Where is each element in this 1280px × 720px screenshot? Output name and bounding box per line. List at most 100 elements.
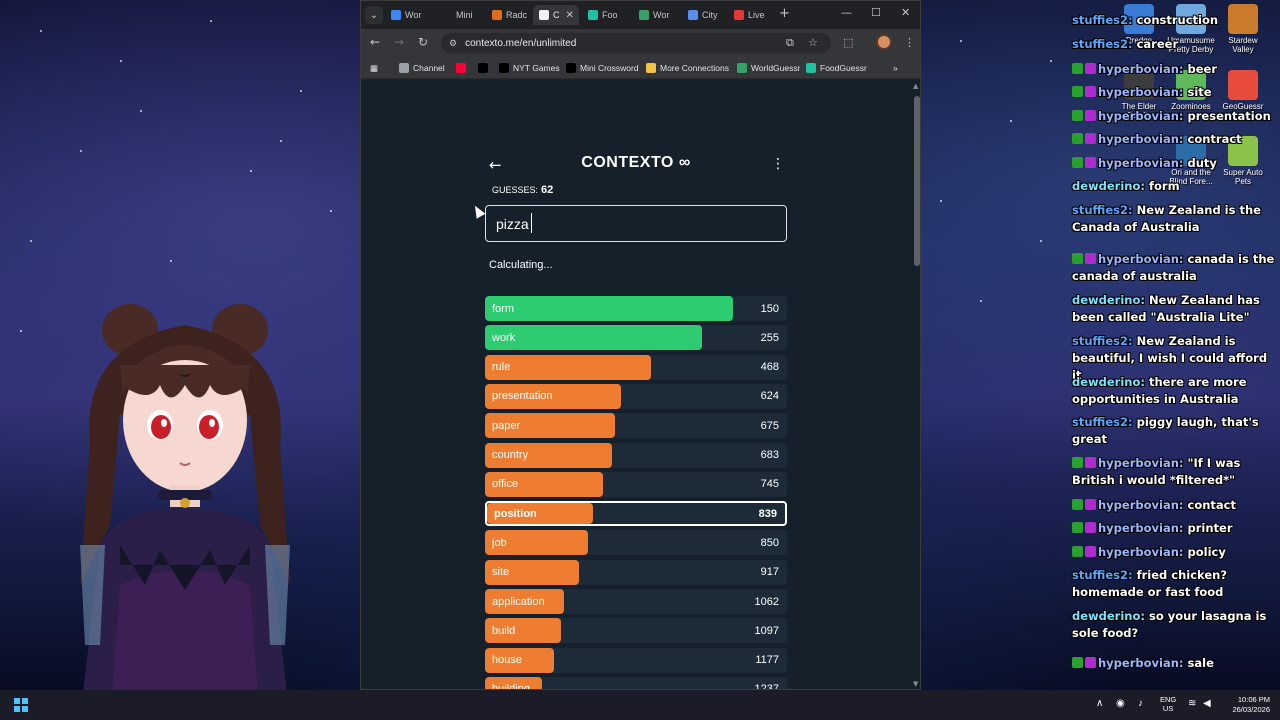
star (40, 30, 42, 32)
browser-tab[interactable]: Live (728, 5, 774, 25)
guess-word: country (492, 449, 529, 461)
profile-avatar[interactable] (876, 34, 892, 50)
guess-word: position (494, 507, 537, 520)
chat-username: dewderino: (1072, 293, 1149, 307)
guess-row: application 1062 (485, 589, 787, 614)
bookmark-item[interactable]: Channel (399, 61, 445, 75)
scroll-thumb[interactable] (914, 96, 920, 266)
more-bookmarks-icon[interactable]: » (893, 63, 898, 73)
chat-text: contract (1187, 132, 1242, 146)
tab-favicon-icon (539, 10, 549, 20)
similarity-bar (485, 442, 612, 468)
chat-message: stuffies2: New Zealand is beautiful, I w… (1072, 333, 1276, 384)
browser-tab[interactable]: Mini (436, 5, 483, 25)
mod-badge-icon (1072, 457, 1083, 468)
page-scrollbar[interactable]: ▲ ▼ (912, 80, 920, 689)
desktop-shortcut[interactable]: Zoominoes (1166, 70, 1216, 111)
chat-text: construction (1136, 13, 1219, 27)
tab-search-icon[interactable]: ⌄ (365, 6, 383, 24)
browser-tab[interactable]: Wor (633, 5, 679, 25)
scroll-down-icon[interactable]: ▼ (913, 680, 919, 688)
guess-word: presentation (492, 390, 553, 403)
bookmark-item[interactable]: WorldGuessr (737, 61, 800, 75)
chat-text: canada is the canada of australia (1072, 252, 1275, 283)
similarity-bar (485, 354, 651, 380)
guess-row: office 745 (485, 471, 787, 497)
desktop-shortcut[interactable]: Stardew Valley (1218, 4, 1268, 54)
browser-menu-icon[interactable]: ⋮ (904, 36, 915, 49)
browser-tab[interactable]: C ✕ (533, 5, 579, 25)
shortcut-label: The Elder Scrolls (1121, 102, 1157, 120)
browser-tab[interactable]: Wor (385, 5, 433, 25)
bookmark-star-icon[interactable]: ☆ (808, 36, 818, 49)
scroll-up-icon[interactable]: ▲ (913, 82, 919, 90)
browser-tab[interactable]: City (682, 5, 725, 25)
star (940, 200, 942, 202)
tray-app-icon[interactable]: ◉ (1116, 698, 1125, 709)
windows-start-icon[interactable] (14, 698, 28, 712)
forward-icon[interactable]: → (394, 35, 405, 49)
desktop-shortcut[interactable]: Ori and the Blind Fore... (1166, 136, 1216, 186)
tab-label: Foo (602, 10, 618, 20)
shortcut-label: Ori and the Blind Fore... (1169, 168, 1213, 186)
site-info-icon[interactable]: ⚙ (449, 37, 458, 48)
chat-username: stuffies2: (1072, 334, 1137, 348)
back-icon[interactable]: ← (370, 35, 381, 49)
wifi-icon[interactable]: ≋ (1188, 698, 1197, 709)
game-menu-icon[interactable]: ⋮ (771, 156, 785, 172)
desktop-shortcut[interactable]: GeoGuessr (1218, 70, 1268, 111)
input-language[interactable]: ENG US (1160, 695, 1176, 713)
minimize-icon[interactable]: — (841, 6, 852, 19)
guess-row: work 255 (485, 325, 787, 351)
microphone-icon[interactable]: ♪ (1138, 698, 1143, 709)
maximize-icon[interactable]: ☐ (871, 6, 881, 19)
tab-label: C (553, 10, 560, 20)
bookmark-item[interactable]: FoodGuessr (806, 61, 867, 75)
close-window-icon[interactable]: ✕ (901, 6, 911, 19)
bookmark-item[interactable]: Mini Crossword (566, 61, 639, 75)
back-arrow-icon[interactable]: ← (489, 156, 502, 174)
guess-input[interactable] (485, 205, 787, 242)
chat-username: hyperbovian: (1098, 85, 1188, 99)
bookmark-item[interactable]: More Connections (646, 61, 729, 75)
apps-grid-icon[interactable]: ▦ (370, 62, 379, 73)
tab-strip: ⌄ Wor Mini Radc C ✕ Foo Wor City Live + — ☐ ✕ (361, 1, 920, 29)
desktop-shortcut[interactable]: Dredge (1114, 4, 1164, 45)
bookmark-item[interactable]: NYT Games (499, 61, 560, 75)
address-bar[interactable]: ⚙ contexto.me/en/unlimited (441, 33, 831, 53)
bookmark-item[interactable] (478, 61, 488, 75)
desktop-shortcut[interactable]: Umamusume Pretty Derby (1166, 4, 1216, 54)
chat-message: stuffies2: fried chicken? homemade or fa… (1072, 567, 1276, 601)
browser-tab[interactable]: Foo (582, 5, 630, 25)
cast-icon[interactable]: ⧉ (786, 36, 794, 49)
desktop-shortcut[interactable]: Super Auto Pets (1218, 136, 1268, 186)
star (250, 170, 252, 172)
url-text: contexto.me/en/unlimited (465, 37, 577, 49)
guess-rank: 1062 (754, 595, 779, 608)
extensions-icon[interactable]: ⬚ (843, 36, 854, 49)
shortcut-icon (1228, 136, 1258, 166)
new-tab-icon[interactable]: + (779, 6, 790, 21)
guesses-count: 62 (541, 184, 554, 196)
volume-icon[interactable]: ◀ (1203, 698, 1211, 709)
bookmark-label: Mini Crossword (580, 63, 639, 73)
tab-close-icon[interactable]: ✕ (565, 9, 574, 21)
system-clock[interactable]: 10:06 PM 26/03/2026 (1212, 695, 1270, 715)
tab-label: Wor (653, 10, 670, 20)
bookmark-label: FoodGuessr (820, 63, 867, 73)
guess-rank: 745 (760, 478, 779, 491)
browser-tab[interactable]: Radc (486, 5, 530, 25)
desktop-shortcut[interactable]: The Elder Scrolls (1114, 70, 1164, 120)
mod-badge-icon (1072, 110, 1083, 121)
chat-username: hyperbovian: (1098, 521, 1188, 535)
reload-icon[interactable]: ↻ (418, 35, 429, 49)
guess-rank: 1177 (755, 654, 779, 667)
tab-favicon-icon (391, 10, 401, 20)
star (80, 150, 82, 152)
bookmark-item[interactable] (456, 61, 466, 75)
bookmark-label: NYT Games (513, 63, 560, 73)
tray-chevron-icon[interactable]: ∧ (1096, 698, 1104, 709)
guess-rank: 683 (760, 449, 779, 461)
star (300, 90, 302, 92)
guess-rank: 624 (760, 390, 779, 403)
